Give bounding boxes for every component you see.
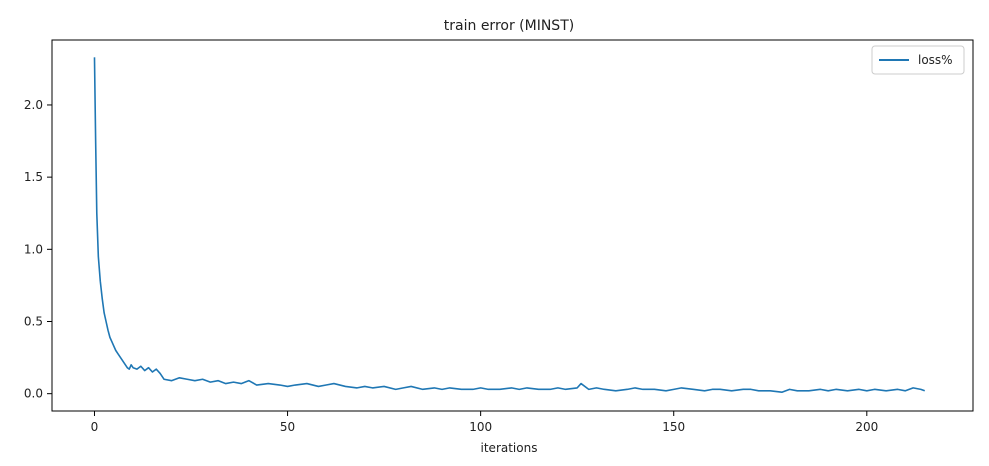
y-tick-label: 2.0 [24,98,43,112]
y-tick-label: 1.0 [24,242,43,256]
series-line-0 [93,57,926,394]
legend-box [871,45,965,75]
plot-area [93,57,926,394]
legend: loss% [871,45,965,75]
legend-label-loss: loss% [918,53,953,67]
chart-title: train error (MINST) [444,18,574,34]
x-tick-label: 100 [469,420,492,434]
y-tick-label: 0.0 [24,387,43,401]
x-tick-label: 150 [662,420,685,434]
y-tick-label: 0.5 [24,314,43,328]
x-tick-label: 50 [280,420,295,434]
axes: 0 50 100 150 200 0.0 0.5 1.0 1.5 2.0 [24,98,878,434]
x-tick-label: 0 [91,420,99,434]
y-tick-label: 1.5 [24,170,43,184]
x-axis-label: iterations [481,441,538,455]
x-tick-label: 200 [855,420,878,434]
plot-frame [51,39,974,412]
